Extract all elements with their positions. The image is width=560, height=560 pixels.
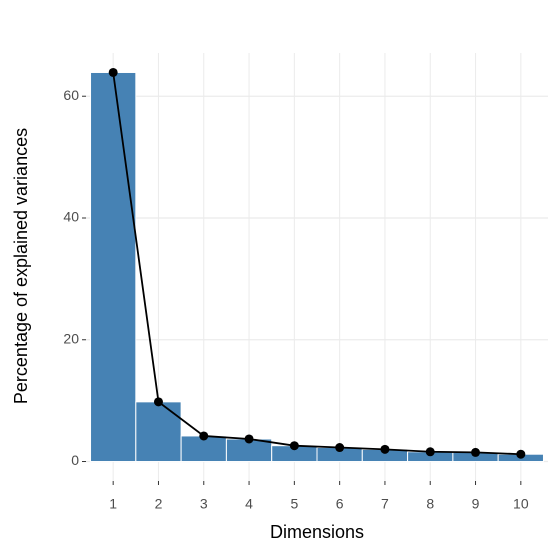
x-tick-label: 8 [426,496,434,512]
point [425,447,435,457]
y-tick-label: 60 [63,87,79,103]
point [471,447,481,457]
point [199,431,209,441]
line [112,72,521,456]
y-tick-label: 40 [63,209,79,225]
bar [90,71,137,463]
x-axis-title: Dimensions [270,522,364,542]
point [108,67,118,77]
point [153,397,163,407]
point [244,434,254,444]
x-tick-label: 1 [109,496,117,512]
point [380,444,390,454]
point [335,443,345,453]
x-tick-label: 10 [513,496,529,512]
y-tick-label: 0 [71,452,79,468]
y-axis-title: Percentage of explained variances [11,128,31,404]
x-tick-label: 5 [290,496,298,512]
x-tick-label: 9 [472,496,480,512]
x-tick-label: 4 [245,496,253,512]
y-tick-label: 20 [63,330,79,346]
point [289,441,299,451]
x-tick-label: 3 [200,496,208,512]
x-tick-label: 6 [336,496,344,512]
point [516,449,526,459]
bar [135,401,182,463]
x-tick-label: 2 [155,496,163,512]
x-tick-label: 7 [381,496,389,512]
